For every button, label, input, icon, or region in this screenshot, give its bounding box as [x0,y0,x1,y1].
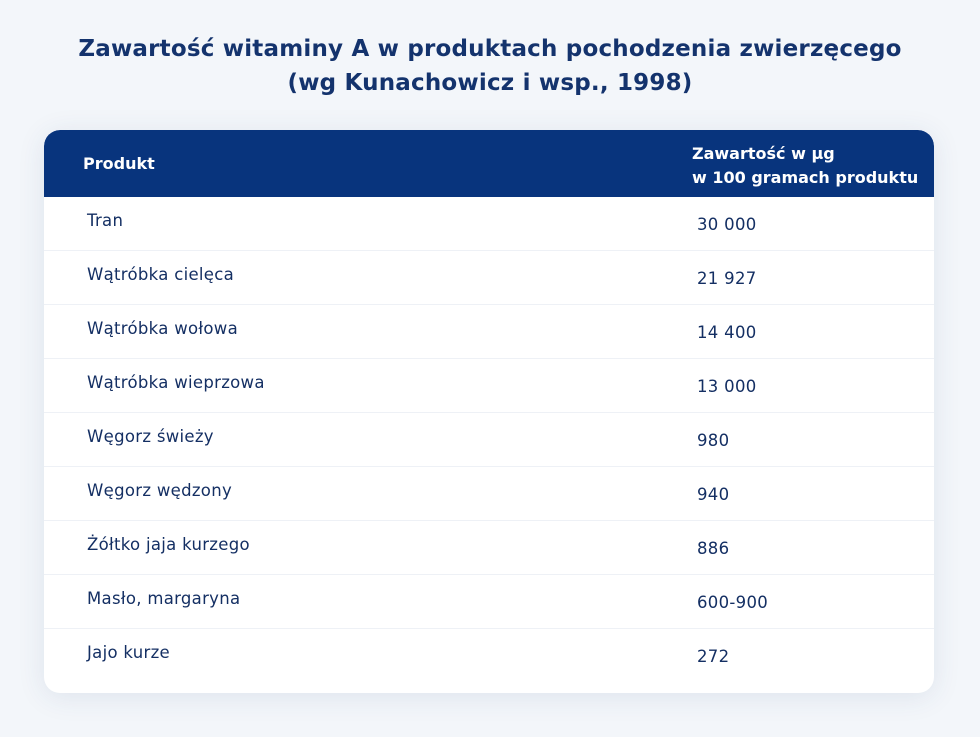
table-header: Produkt Zawartość w µg w 100 gramach pro… [44,130,934,197]
value-cell: 886 [697,539,730,558]
column-header-value-line-2: w 100 gramach produktu [692,168,919,187]
vitamin-a-table: Produkt Zawartość w µg w 100 gramach pro… [44,130,934,693]
table-row: Węgorz świeży 980 [44,413,934,467]
table-row: Wątróbka cielęca 21 927 [44,251,934,305]
table-body: Tran 30 000 Wątróbka cielęca 21 927 Wątr… [44,197,934,683]
product-cell: Tran [87,211,124,230]
value-cell: 940 [697,485,730,504]
value-cell: 272 [697,647,730,666]
product-cell: Wątróbka wieprzowa [87,373,265,392]
table-row: Masło, margaryna 600-900 [44,575,934,629]
column-header-product: Produkt [83,154,155,173]
value-cell: 30 000 [697,215,757,234]
value-cell: 980 [697,431,730,450]
table-row: Węgorz wędzony 940 [44,467,934,521]
value-cell: 13 000 [697,377,757,396]
product-cell: Węgorz wędzony [87,481,233,500]
product-cell: Wątróbka cielęca [87,265,235,284]
table-row: Wątróbka wołowa 14 400 [44,305,934,359]
table-row: Tran 30 000 [44,197,934,251]
column-header-value: Zawartość w µg w 100 gramach produktu [692,142,918,190]
value-cell: 600-900 [697,593,769,612]
table-row: Jajo kurze 272 [44,629,934,683]
value-cell: 21 927 [697,269,757,288]
value-cell: 14 400 [697,323,757,342]
table-row: Wątróbka wieprzowa 13 000 [44,359,934,413]
product-cell: Jajo kurze [87,643,171,662]
table-row: Żółtko jaja kurzego 886 [44,521,934,575]
product-cell: Wątróbka wołowa [87,319,238,338]
product-cell: Masło, margaryna [87,589,241,608]
column-header-value-line-1: Zawartość w µg [692,144,835,163]
page-title: Zawartość witaminy A w produktach pochod… [0,32,980,100]
product-cell: Węgorz świeży [87,427,214,446]
page-title-line-1: Zawartość witaminy A w produktach pochod… [78,36,902,62]
product-cell: Żółtko jaja kurzego [87,535,250,554]
page-title-line-2: (wg Kunachowicz i wsp., 1998) [287,70,693,96]
